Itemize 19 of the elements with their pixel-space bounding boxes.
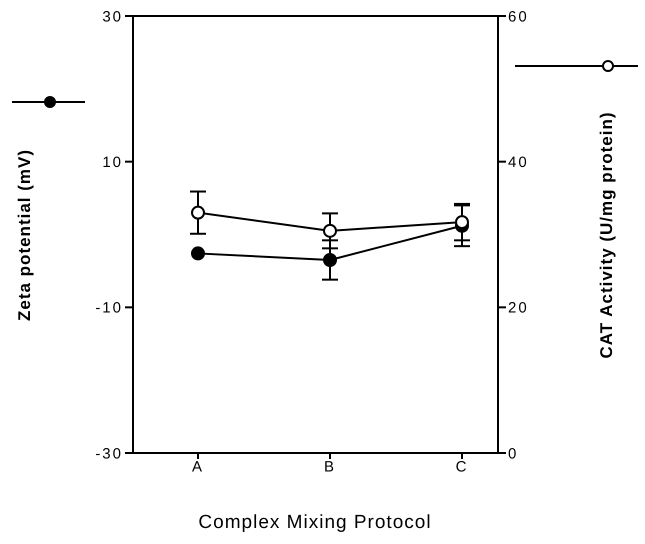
y-tick-label: 10 (102, 154, 123, 171)
point (455, 215, 469, 230)
point (323, 224, 337, 238)
y-tick-label: -30 (95, 445, 123, 462)
y-axis-title: Zeta potential (mV) (15, 148, 34, 322)
point (191, 246, 205, 260)
y2-tick-label: 20 (508, 300, 529, 317)
y-tick-label: 30 (102, 8, 123, 26)
point (323, 252, 337, 267)
y2-tick-label: 40 (508, 154, 529, 171)
y2-tick-label: 0 (508, 445, 518, 462)
x-tick-label: C (456, 458, 468, 476)
point (191, 206, 205, 220)
x-tick-label: B (324, 458, 336, 476)
x-axis-title: Complex Mixing Protocol (198, 512, 432, 533)
y2-tick-label: 60 (508, 8, 529, 26)
y-tick-label: -10 (95, 300, 123, 317)
x-tick-label: A (192, 458, 204, 476)
y2-axis-title: CAT Activity (U/mg protein) (597, 111, 616, 359)
